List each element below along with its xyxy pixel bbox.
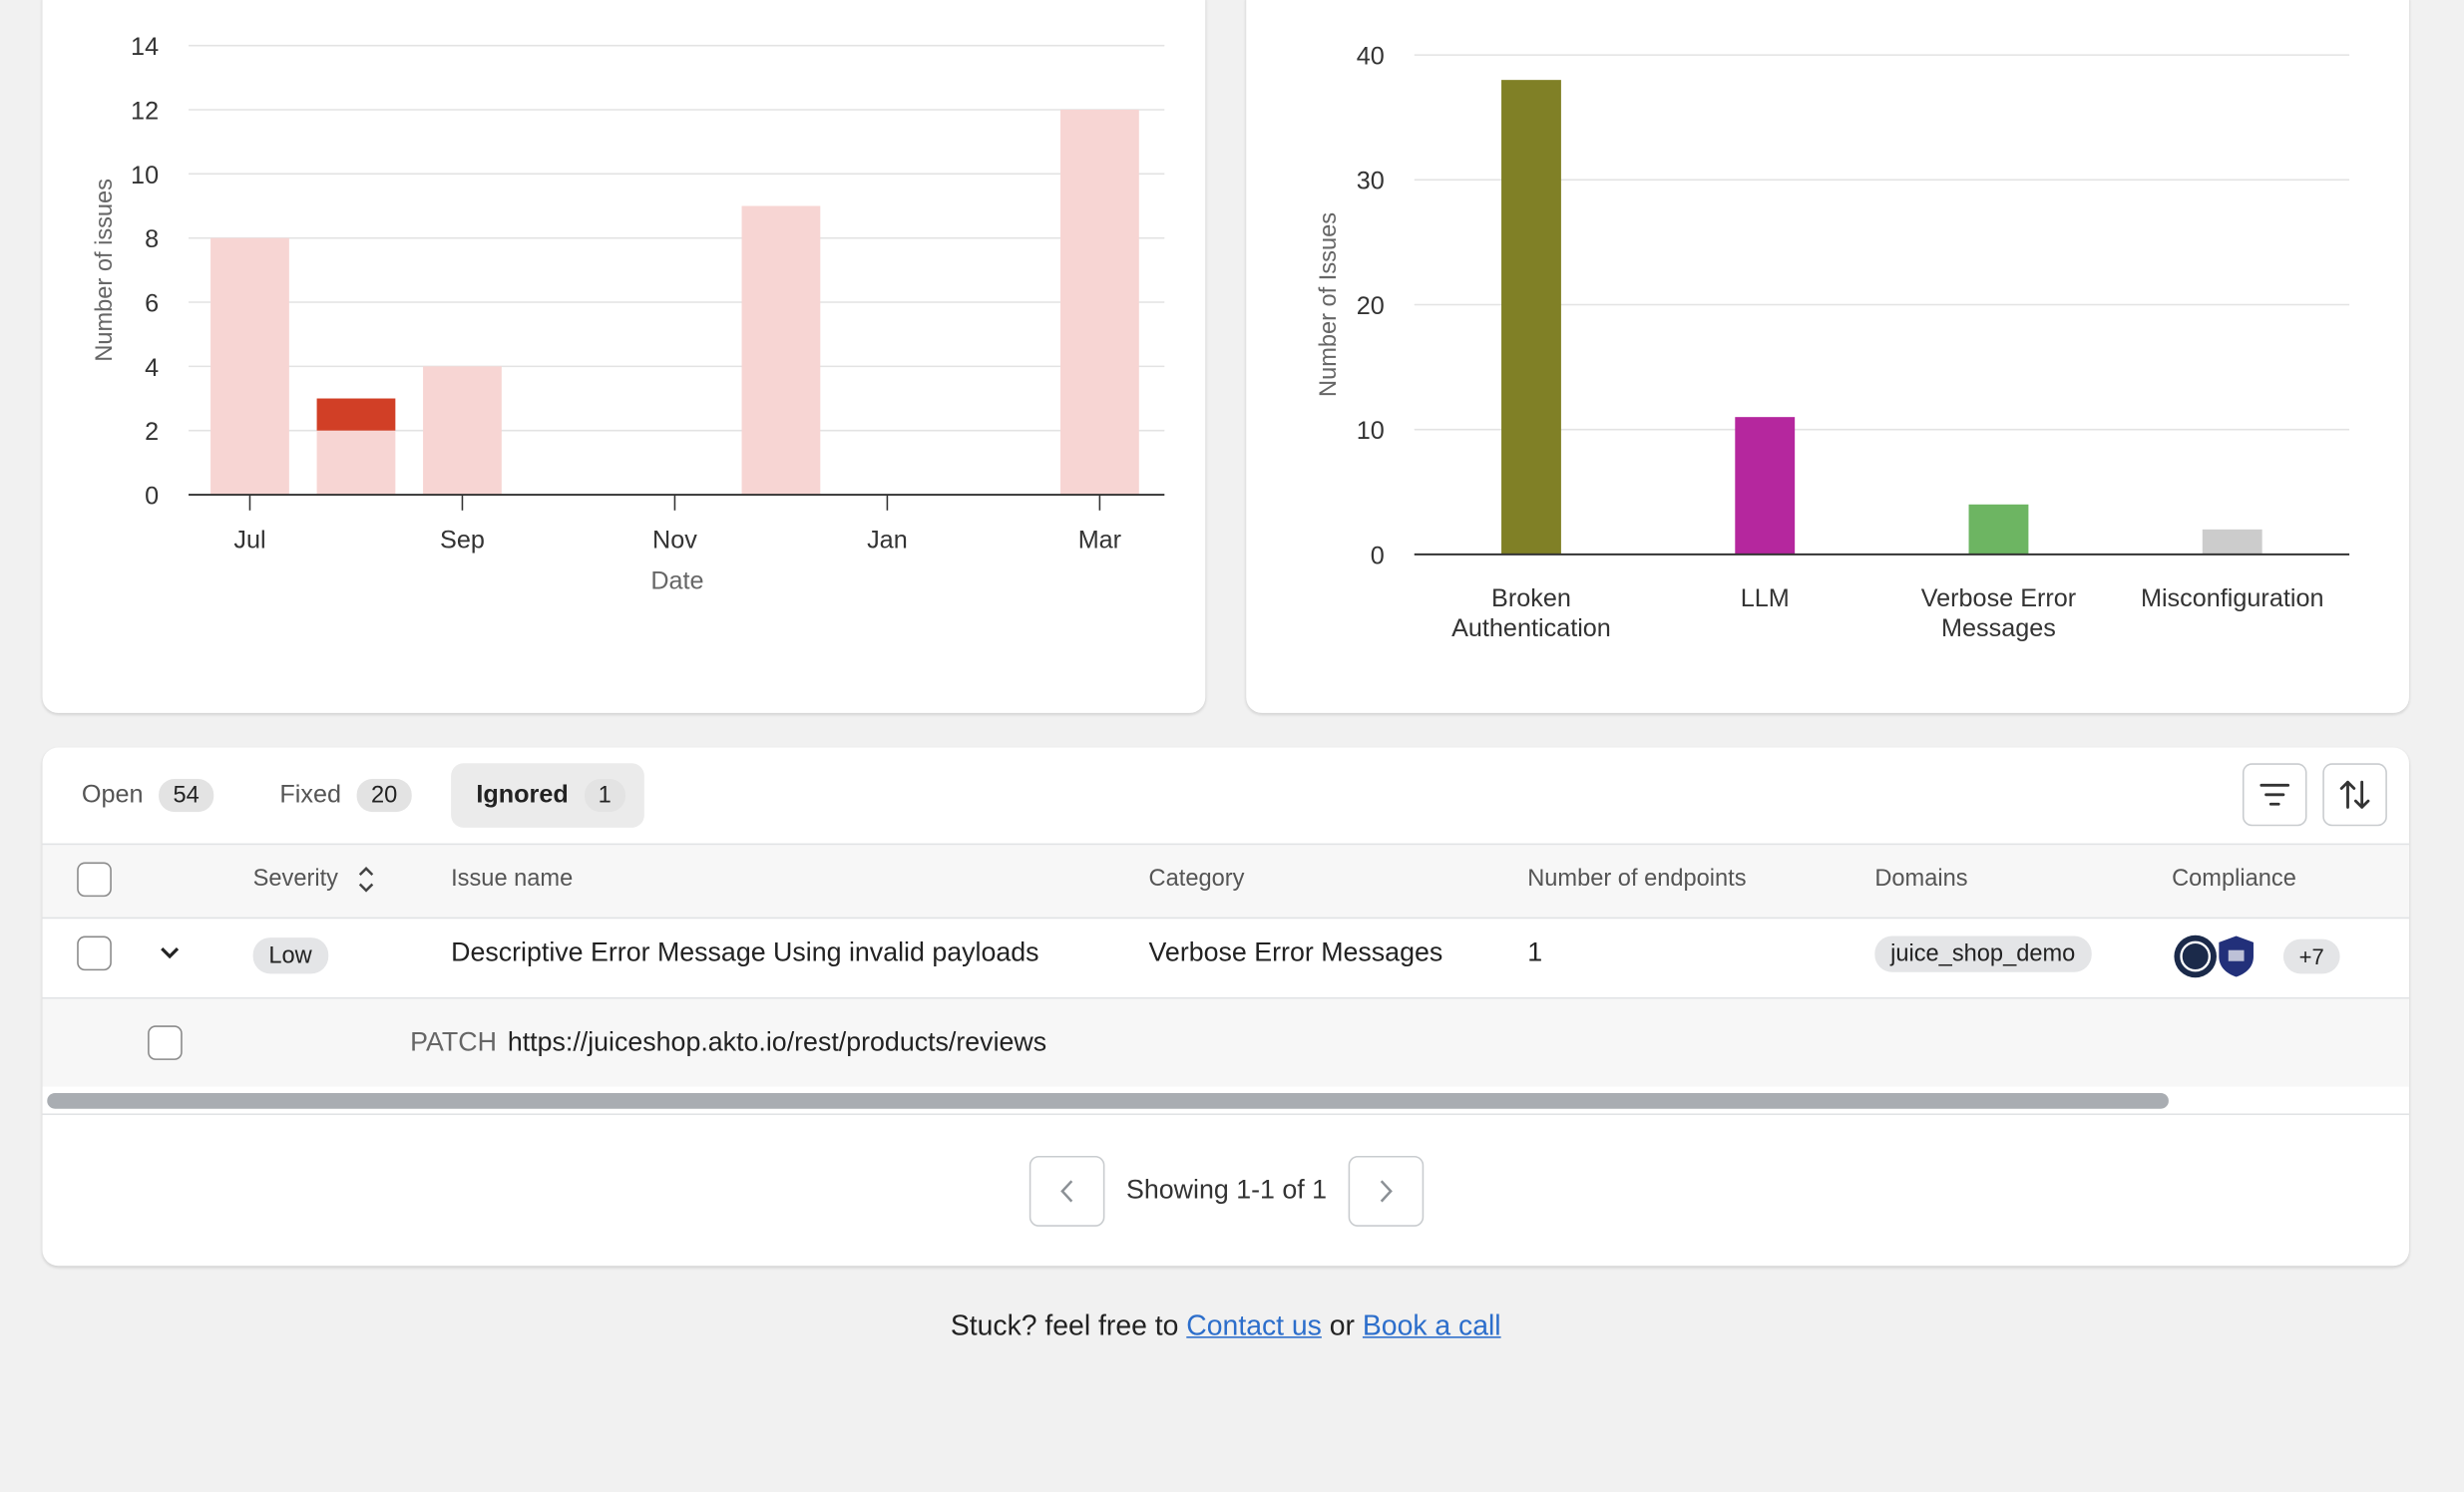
bar	[1735, 417, 1796, 555]
tab[interactable]: Ignored 1	[451, 763, 644, 828]
bar-segment	[423, 366, 502, 496]
y-axis-title: Number of Issues	[1316, 212, 1342, 397]
x-tick-label: Sep	[440, 527, 485, 555]
bar	[2202, 529, 2262, 555]
column-header: Category	[1148, 865, 1245, 893]
tab-label: Ignored	[476, 781, 569, 809]
y-tick-label: 8	[145, 225, 159, 253]
select-all[interactable]	[77, 862, 112, 898]
bar-segment	[1060, 110, 1139, 496]
y-tick-label: 40	[1357, 43, 1385, 71]
bar-segment	[316, 398, 396, 431]
footer-joiner: or	[1329, 1309, 1355, 1341]
endpoint-url[interactable]: https://juiceshop.akto.io/rest/products/…	[507, 1026, 1047, 1057]
next-page[interactable]	[1348, 1155, 1425, 1227]
bar	[1501, 80, 1561, 555]
bar-segment	[741, 205, 821, 496]
filter-button[interactable]	[2242, 763, 2307, 827]
sort-indicator	[358, 867, 374, 893]
y-tick-label: 2	[145, 418, 159, 446]
divider	[42, 1113, 2409, 1116]
endpoint-row	[42, 998, 2409, 1087]
column-header: Compliance	[2172, 865, 2296, 893]
y-tick-label: 10	[1357, 417, 1385, 445]
tab-label: Fixed	[279, 781, 342, 809]
x-axis-title: Date	[650, 567, 703, 595]
x-tick-label: Nov	[652, 527, 697, 555]
endpoint-checkbox[interactable]	[148, 1025, 183, 1060]
y-tick-label: 14	[131, 33, 159, 61]
compliance-icons	[2174, 934, 2254, 978]
bar-segment	[316, 430, 396, 496]
x-tick-label: Jan	[867, 527, 908, 555]
book-link[interactable]: Book a call	[1362, 1309, 1501, 1341]
severity-pill: Low	[252, 937, 328, 974]
footer: Stuck? feel free to Contact us or Book a…	[0, 1309, 2451, 1342]
x-tick-label: LLM	[1740, 585, 1790, 613]
prev-icon	[1060, 1180, 1073, 1203]
x-tick-label: Broken Authentication	[1451, 585, 1611, 643]
tab-count: 1	[584, 779, 625, 813]
footer-text: Stuck? feel free to	[950, 1309, 1179, 1341]
domain-pill: juice_shop_demo	[1874, 935, 2092, 972]
endpoints: 1	[1527, 937, 1543, 968]
expand-chevron[interactable]	[158, 942, 183, 964]
x-tick-label: Jul	[233, 527, 265, 555]
sort-button[interactable]	[2322, 763, 2387, 827]
category: Verbose Error Messages	[1148, 937, 1443, 968]
y-tick-label: 0	[1371, 542, 1385, 569]
category-card	[1246, 0, 2409, 713]
tab[interactable]: Fixed 20	[240, 763, 430, 828]
compliance-more[interactable]: +7	[2282, 938, 2340, 974]
row-checkbox[interactable]	[77, 935, 112, 971]
pagination-text: Showing 1-1 of 1	[1126, 1174, 1328, 1205]
table-header	[42, 843, 2409, 920]
tab-count: 54	[159, 779, 213, 813]
scrollbar[interactable]	[47, 1092, 2169, 1109]
x-tick-label: Verbose Error Messages	[1920, 585, 2077, 643]
y-tick-label: 30	[1357, 168, 1385, 195]
next-icon	[1380, 1180, 1393, 1203]
tab[interactable]: Open 54	[43, 763, 232, 828]
row-divider	[42, 996, 2409, 999]
y-tick-label: 20	[1357, 292, 1385, 320]
filter-icon	[2259, 783, 2290, 806]
y-tick-label: 10	[131, 162, 159, 189]
column-header: Severity	[252, 865, 338, 893]
sort-icon	[2339, 780, 2370, 809]
tab-label: Open	[81, 781, 144, 809]
contact-link[interactable]: Contact us	[1186, 1309, 1322, 1341]
charts: Date Number of issues Number of Issues 0…	[92, 33, 2350, 595]
column-header: Issue name	[451, 865, 574, 893]
y-tick-label: 0	[145, 482, 159, 510]
column-header: Number of endpoints	[1527, 865, 1747, 893]
x-tick-label: Misconfiguration	[2140, 585, 2324, 613]
tab-count: 20	[356, 779, 412, 813]
y-tick-label: 4	[145, 354, 159, 382]
prev-page[interactable]	[1028, 1155, 1105, 1227]
column-header: Domains	[1874, 865, 1968, 893]
bar	[1968, 504, 2029, 555]
y-tick-label: 6	[145, 289, 159, 317]
method: PATCH	[410, 1026, 497, 1057]
issue-name[interactable]: Descriptive Error Message Using invalid …	[451, 937, 1039, 968]
x-tick-label: Mar	[1078, 527, 1121, 555]
y-axis-title: Number of issues	[92, 179, 118, 362]
y-tick-label: 12	[131, 97, 159, 125]
bar-segment	[210, 237, 289, 496]
